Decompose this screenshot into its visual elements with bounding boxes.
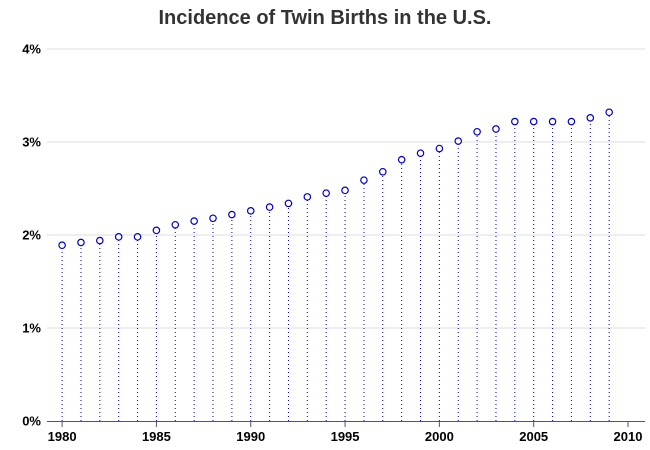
data-point (454, 137, 463, 145)
x-tick-label: 2000 (425, 429, 454, 444)
data-point (397, 155, 406, 164)
data-point (378, 167, 387, 176)
data-point (284, 199, 293, 208)
x-tick-label: 2010 (614, 429, 643, 444)
data-point (152, 226, 161, 235)
data-point (548, 117, 557, 126)
data-point (228, 210, 236, 219)
data-point (77, 238, 85, 247)
x-tick-label: 1995 (331, 429, 360, 444)
x-tick-label: 1990 (236, 429, 265, 444)
data-point (58, 241, 66, 250)
y-tick-label: 1% (22, 321, 41, 336)
x-tick-label: 1985 (142, 429, 171, 444)
data-point (529, 117, 538, 126)
data-point (96, 236, 104, 245)
data-point (360, 176, 368, 184)
data-point (322, 189, 330, 197)
data-point (209, 214, 217, 223)
chart-title: Incidence of Twin Births in the U.S. (158, 7, 492, 29)
data-point (416, 149, 425, 157)
x-tick-label: 1980 (48, 429, 77, 444)
y-tick-label: 2% (22, 228, 41, 243)
y-tick-label: 4% (22, 42, 41, 57)
data-point (492, 125, 500, 133)
data-point (473, 127, 481, 136)
data-point (133, 233, 142, 241)
data-point (567, 117, 576, 126)
data-point (265, 203, 274, 211)
data-point (586, 114, 595, 122)
data-point (303, 193, 312, 201)
data-point (246, 207, 255, 215)
data-point (171, 220, 180, 229)
data-point (114, 233, 123, 241)
x-tick-label: 2005 (519, 429, 548, 444)
data-point (511, 117, 519, 126)
y-tick-label: 3% (22, 135, 41, 150)
y-tick-label: 0% (22, 414, 41, 429)
data-point (341, 186, 349, 195)
data-point (190, 217, 198, 225)
data-point (435, 144, 444, 153)
data-point (605, 108, 613, 117)
